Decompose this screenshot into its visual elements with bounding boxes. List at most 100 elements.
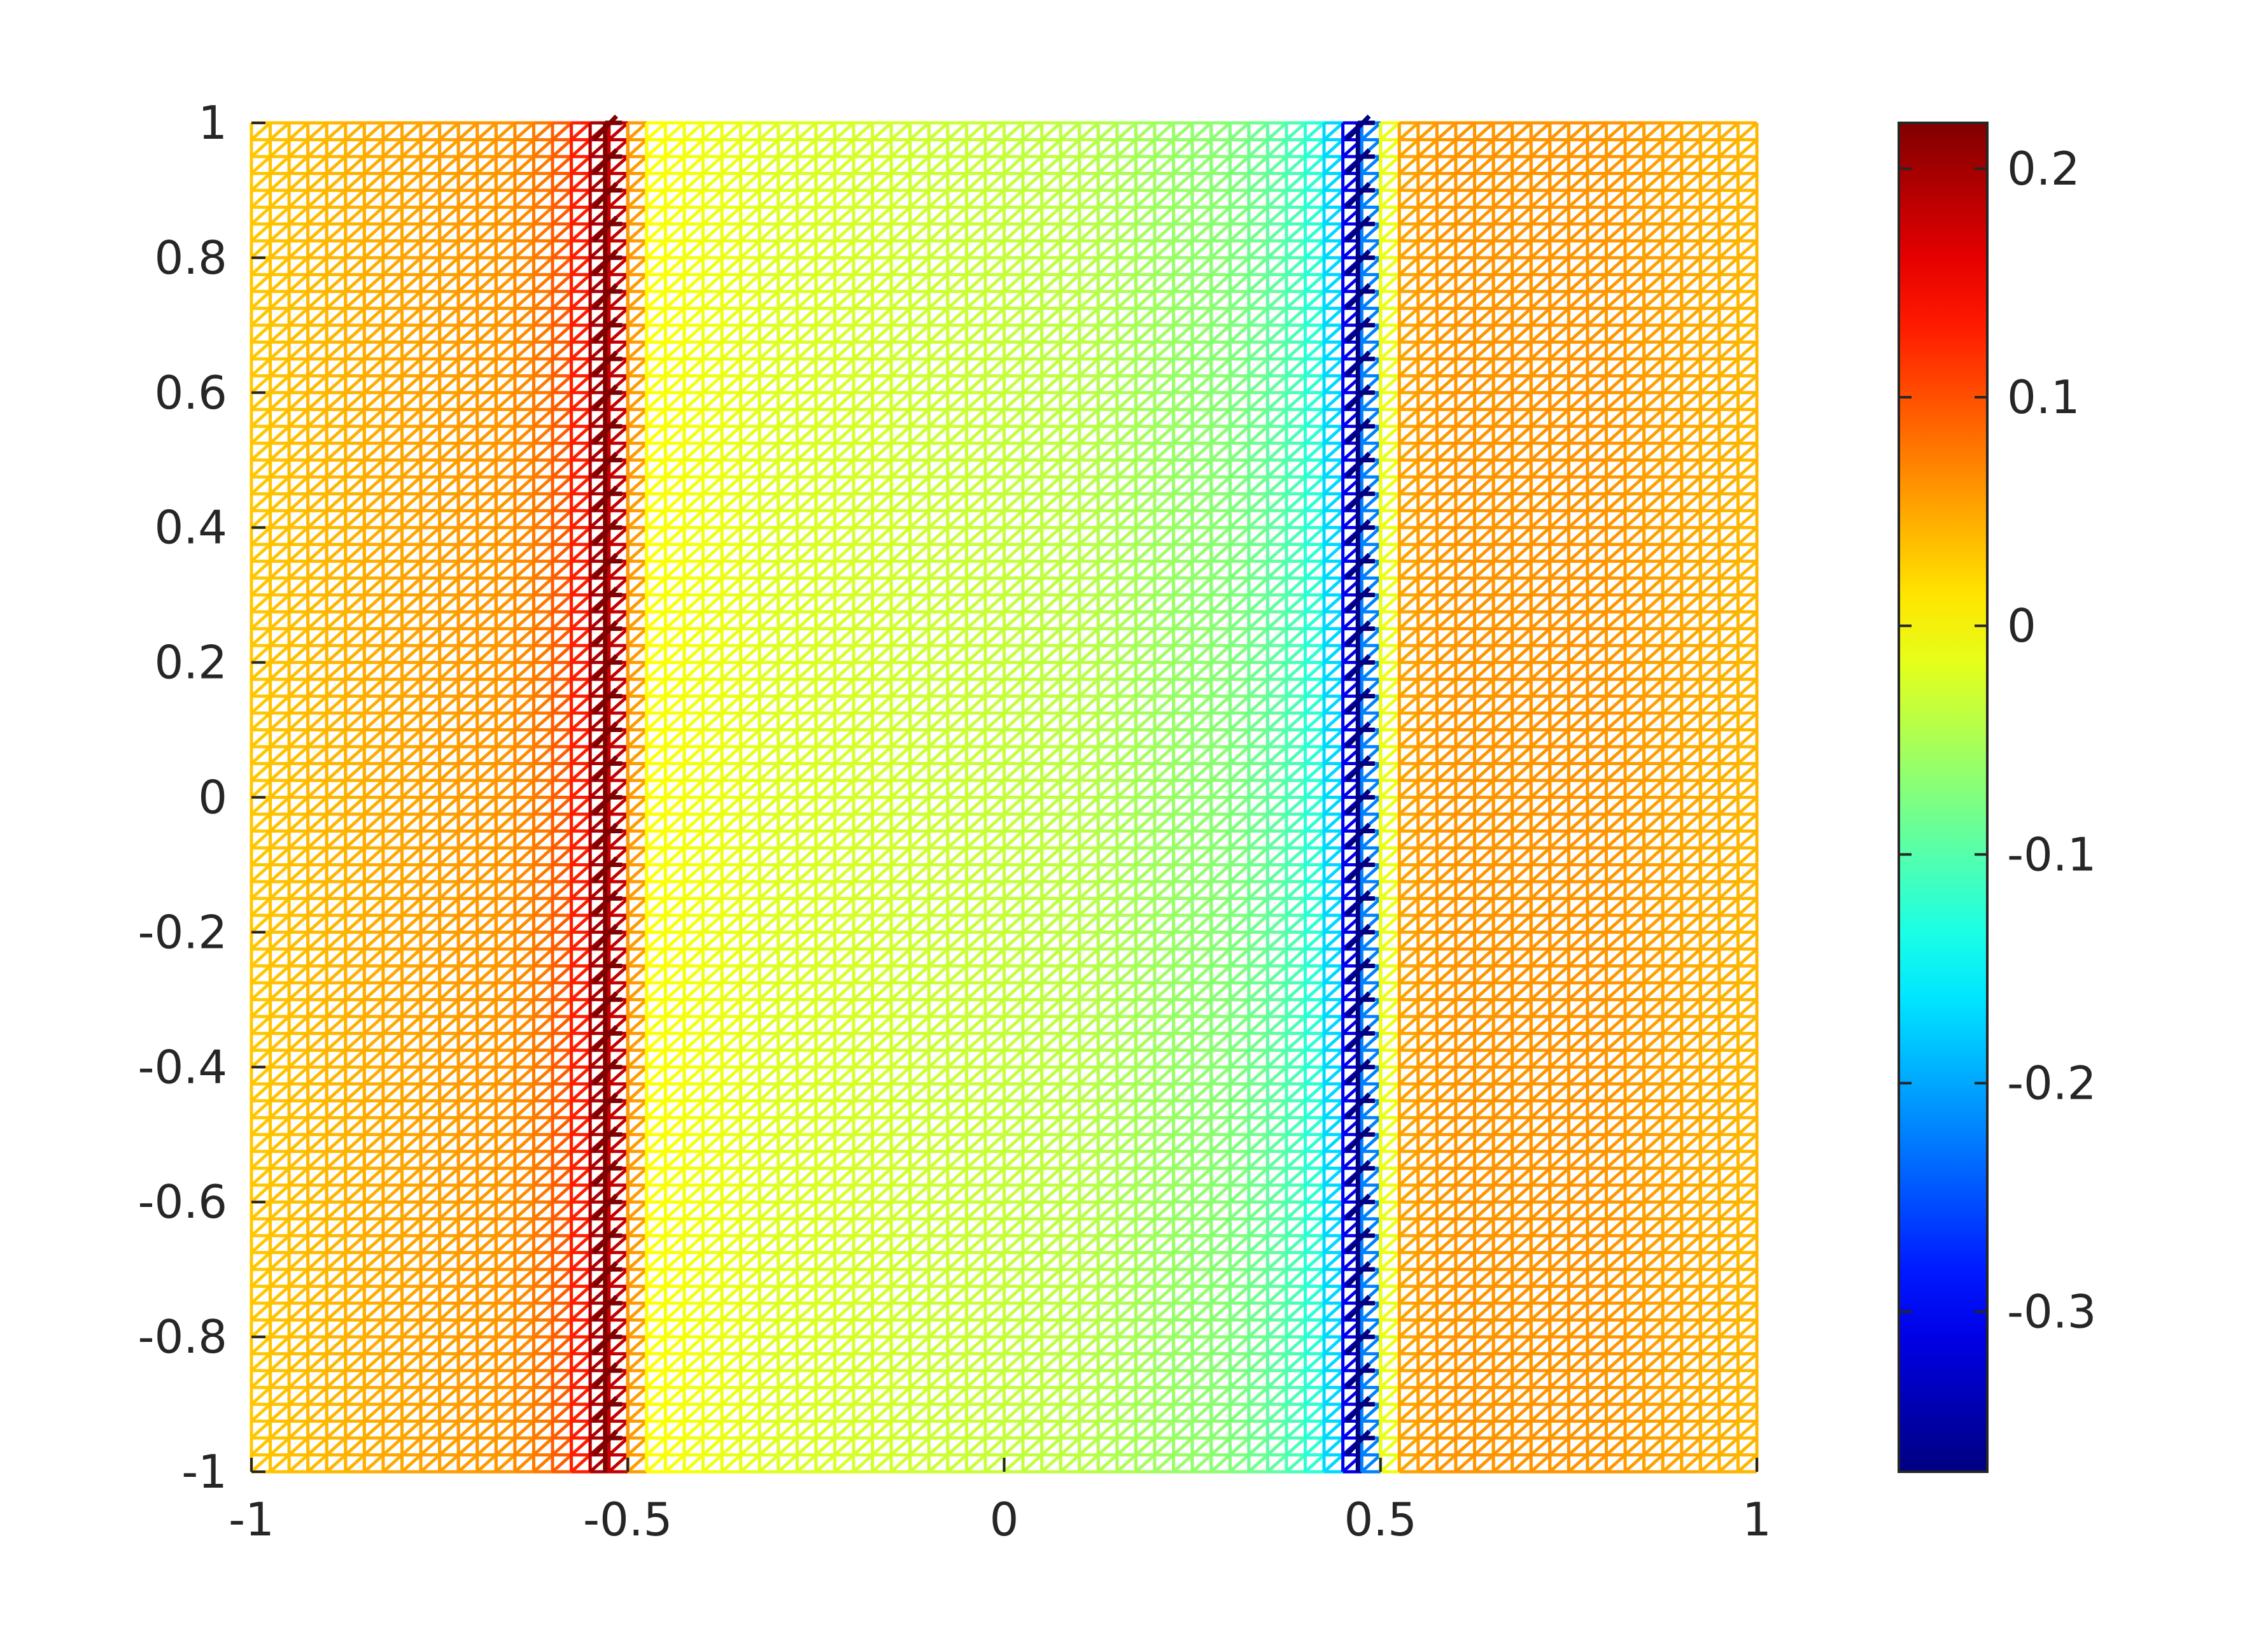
mesh-column bbox=[1511, 121, 1533, 1474]
y-tick-label: -1 bbox=[181, 1445, 227, 1498]
mesh-column bbox=[1228, 121, 1251, 1474]
mesh-column bbox=[1605, 121, 1627, 1474]
x-tick-label: 1 bbox=[1742, 1493, 1771, 1546]
y-tick-label: -0.4 bbox=[138, 1040, 227, 1094]
mesh-column bbox=[983, 121, 1006, 1474]
mesh-column bbox=[739, 121, 761, 1474]
mesh-column bbox=[532, 121, 554, 1474]
mesh-plot-area bbox=[250, 121, 1759, 1474]
y-tick-label: -0.8 bbox=[138, 1310, 227, 1364]
mesh-column bbox=[1397, 121, 1420, 1474]
mesh-column bbox=[1190, 121, 1213, 1474]
mesh-column bbox=[663, 121, 686, 1474]
mesh-column bbox=[1247, 121, 1269, 1474]
mesh-column bbox=[438, 121, 460, 1474]
interface-line bbox=[1345, 114, 1375, 1472]
x-tick-label: 0.5 bbox=[1344, 1493, 1417, 1546]
mesh-column bbox=[362, 121, 385, 1474]
mesh-column bbox=[1529, 121, 1552, 1474]
mesh-column bbox=[1341, 121, 1363, 1474]
mesh-column bbox=[306, 121, 328, 1474]
mesh-column bbox=[1265, 121, 1288, 1474]
x-tick-label: 0 bbox=[990, 1493, 1019, 1546]
mesh-column bbox=[1454, 121, 1477, 1474]
mesh-column bbox=[852, 121, 875, 1474]
mesh-column bbox=[1379, 121, 1401, 1474]
mesh-column bbox=[1096, 121, 1119, 1474]
mesh-column bbox=[400, 121, 423, 1474]
mesh-column bbox=[1416, 121, 1439, 1474]
mesh-column bbox=[1003, 121, 1025, 1474]
mesh-column bbox=[325, 121, 348, 1474]
mesh-column bbox=[1623, 121, 1646, 1474]
mesh-column bbox=[1153, 121, 1176, 1474]
mesh-column bbox=[1548, 121, 1570, 1474]
mesh-column bbox=[871, 121, 893, 1474]
mesh-column bbox=[889, 121, 912, 1474]
mesh-column bbox=[1285, 121, 1307, 1474]
mesh-column bbox=[1059, 121, 1081, 1474]
mesh-column bbox=[1209, 121, 1232, 1474]
colorbar-tick-label: 0.1 bbox=[2007, 370, 2080, 424]
y-tick-label: 1 bbox=[198, 96, 227, 150]
mesh-column bbox=[269, 121, 291, 1474]
colorbar-tick-label: -0.1 bbox=[2007, 828, 2096, 881]
colorbar-tick-label: -0.2 bbox=[2007, 1056, 2096, 1110]
mesh-column bbox=[419, 121, 442, 1474]
mesh-column bbox=[1172, 121, 1194, 1474]
mesh-column bbox=[1021, 121, 1044, 1474]
mesh-column bbox=[720, 121, 743, 1474]
mesh-column bbox=[927, 121, 950, 1474]
mesh-column bbox=[1134, 121, 1157, 1474]
mesh-column bbox=[588, 121, 611, 1474]
mesh-column bbox=[1473, 121, 1495, 1474]
mesh-column bbox=[946, 121, 968, 1474]
mesh-column bbox=[626, 121, 649, 1474]
mesh-column bbox=[1680, 121, 1702, 1474]
colorbar-tick-label: 0 bbox=[2007, 599, 2036, 652]
mesh-column bbox=[456, 121, 479, 1474]
mesh-column bbox=[777, 121, 799, 1474]
mesh-column bbox=[551, 121, 574, 1474]
x-tick-label: -1 bbox=[229, 1493, 274, 1546]
colorbar: 0.2 0.1 0 -0.1 -0.2 -0.3 bbox=[1898, 122, 2096, 1473]
colorbar-tick-label: 0.2 bbox=[2007, 142, 2080, 195]
interface-lines bbox=[592, 114, 1375, 1472]
y-tick-label: 0.6 bbox=[154, 366, 227, 420]
mesh-column bbox=[1304, 121, 1326, 1474]
mesh-column bbox=[1322, 121, 1345, 1474]
colorbar-bar bbox=[1898, 122, 1989, 1473]
mesh-column bbox=[1491, 121, 1514, 1474]
mesh-column bbox=[814, 121, 836, 1474]
mesh-column bbox=[1736, 121, 1759, 1474]
mesh-column bbox=[833, 121, 856, 1474]
axes: -1 -0.5 0 0.5 1 1 0.8 0.6 0.4 0.2 0 -0.2 -0.4 -0.6 -0.… bbox=[138, 96, 1771, 1546]
mesh-column bbox=[1698, 121, 1721, 1474]
mesh-column bbox=[1661, 121, 1684, 1474]
x-tick-label: -0.5 bbox=[583, 1493, 672, 1546]
mesh-column bbox=[344, 121, 366, 1474]
mesh-column bbox=[1040, 121, 1062, 1474]
mesh-column bbox=[682, 121, 705, 1474]
mesh-column bbox=[908, 121, 931, 1474]
mesh-column bbox=[757, 121, 780, 1474]
mesh-column bbox=[570, 121, 592, 1474]
mesh-column bbox=[287, 121, 310, 1474]
y-tick-label: 0.2 bbox=[154, 636, 227, 689]
mesh-column bbox=[645, 121, 667, 1474]
y-tick-label: 0.4 bbox=[154, 501, 227, 554]
mesh-column bbox=[1567, 121, 1589, 1474]
mesh-column bbox=[513, 121, 535, 1474]
mesh-column bbox=[1717, 121, 1740, 1474]
mesh-column bbox=[381, 121, 404, 1474]
mesh-column bbox=[1435, 121, 1458, 1474]
y-tick-label: -0.6 bbox=[138, 1175, 227, 1229]
mesh-column bbox=[494, 121, 517, 1474]
mesh-column bbox=[475, 121, 498, 1474]
mesh-column bbox=[1642, 121, 1665, 1474]
mesh-column bbox=[1115, 121, 1138, 1474]
colorbar-tick-label: -0.3 bbox=[2007, 1285, 2096, 1339]
y-tick-label: -0.2 bbox=[138, 905, 227, 959]
interface-line bbox=[592, 114, 623, 1472]
